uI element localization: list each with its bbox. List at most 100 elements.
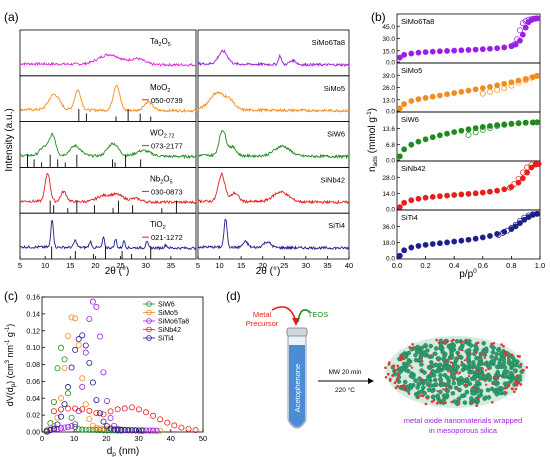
desorption-point [529,119,536,126]
silica-sphere [498,390,503,395]
silica-sphere [463,365,469,371]
desorption-point [508,82,515,89]
desorption-point [508,225,515,231]
psd-point [50,398,57,405]
adsorption-point [519,175,526,182]
silica-sphere [401,351,407,357]
legend-marker [146,335,152,341]
silica-sphere [442,372,448,378]
psd-point [146,427,153,434]
silica-sphere [464,349,470,354]
y-tick-label: 28.0 [382,175,395,182]
metal-oxide-dot [411,366,414,369]
psd-point [68,423,75,430]
y-tick-label: 13.0 [382,97,395,104]
adsorption-point [479,189,486,196]
psd-point [192,427,199,434]
silica-sphere [494,351,500,357]
psd-point [107,425,114,432]
desorption-point [521,214,528,221]
metal-oxide-dot [408,346,412,349]
metal-oxide-dot [496,376,499,379]
adsorption-point [408,98,415,104]
silica-sphere [513,368,518,373]
x-tick-label: 20 [259,261,267,270]
silica-sphere [438,389,443,395]
silica-sphere [408,383,413,388]
y-tick-label: 0.0 [386,60,395,67]
xrd-reference-chart: Ta2O5 MoO2 050-0739 WO2.72 073-2177 Nb2O5 030-… [18,29,197,270]
metal-oxide-dot [525,366,529,369]
desorption-point [529,211,536,218]
adsorption-point [479,46,486,53]
silica-sphere [474,346,479,351]
desorption-point [524,164,531,171]
adsorption-point [487,123,493,129]
metal-oxide-dot [402,357,406,361]
silica-sphere [402,379,408,385]
metal-oxide-dot [449,372,452,375]
psd-point [93,303,100,310]
adsorption-point [512,223,519,230]
desorption-point [494,123,501,129]
xrd-band-frame [197,166,350,214]
metal-oxide-dot [484,369,488,372]
metal-oxide-dot [468,351,472,354]
silica-sphere [467,370,472,375]
metal-oxide-dot [402,384,406,388]
psd-point [79,383,86,390]
psd-point [96,333,103,340]
adsorption-point [494,187,500,194]
adsorption-point [429,93,436,100]
x-tick-label: 35 [323,261,331,270]
psd-point [118,427,125,434]
adsorption-point [422,49,429,56]
adsorption-point [479,234,486,241]
xrd-pattern-SiNb42 [197,172,350,205]
desorption-point [494,86,501,93]
metal-oxide-dot [477,397,480,401]
metal-oxide-dot [459,341,463,344]
metal-oxide-dot [492,377,496,380]
metal-oxide-dot [491,382,494,385]
y-tick-label: 13.6 [382,126,395,133]
psd-point [72,315,79,322]
psd-point [75,342,82,349]
silica-sphere [481,341,486,346]
psd-point [54,414,61,421]
adsorption-point [494,45,500,52]
silica-sphere [433,346,439,351]
adsorption-point [487,233,493,239]
x-tick-label: 0 [40,434,44,443]
panel-label-a: (a) [4,10,19,24]
silica-sphere [452,361,458,367]
psd-point [57,425,64,432]
panel-label-d: (d) [226,289,241,303]
metal-oxide-dot [460,360,463,363]
legend-marker [146,318,152,324]
adsorption-point [422,136,429,143]
desorption-point [517,217,523,224]
psd-point [86,359,93,366]
adsorption-point [415,195,422,202]
xrd-band-frame [197,75,350,123]
psd-xlabel: dp (nm) [107,446,140,457]
adsorption-point [396,204,403,211]
desorption-point [508,43,515,50]
silica-sphere [496,346,502,352]
psd-point [89,379,96,386]
psd-point [47,424,54,431]
desorption-point [501,85,508,92]
metal-oxide-dot [457,389,461,392]
desorption-point [517,27,523,34]
desorption-point [487,88,493,95]
desorption-point [534,72,541,79]
x-tick-label: 35 [167,261,175,270]
adsorption-point [517,220,523,226]
metal-oxide-dot [463,359,466,362]
sample-label-SiNb42: SiNb42 [320,175,345,184]
psd-point [96,410,103,417]
silica-sphere [422,390,427,396]
silica-sphere [422,378,428,384]
silica-sphere [504,369,510,374]
